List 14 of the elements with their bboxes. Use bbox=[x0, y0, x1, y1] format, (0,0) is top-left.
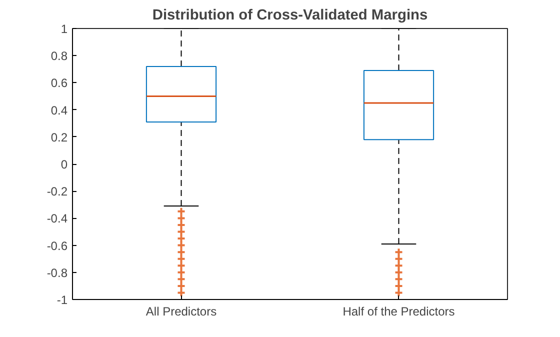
y-tick-label: -1 bbox=[56, 293, 68, 307]
y-tick-label: 1 bbox=[60, 22, 68, 36]
x-tick-label: Half of the Predictors bbox=[342, 304, 455, 318]
y-tick-label: 0.8 bbox=[50, 49, 68, 64]
y-tick-label: 0 bbox=[60, 158, 68, 172]
y-tick-label: -0.8 bbox=[46, 266, 68, 280]
y-tick-label: 0.6 bbox=[50, 76, 68, 90]
y-tick-label: -0.2 bbox=[46, 184, 68, 199]
y-tick-label: -0.6 bbox=[46, 238, 68, 253]
y-tick-label: 0.4 bbox=[50, 103, 68, 118]
chart-title: Distribution of Cross-Validated Margins bbox=[152, 8, 428, 24]
x-tick-label: All Predictors bbox=[146, 304, 217, 318]
y-tick-label: 0.2 bbox=[50, 130, 68, 144]
y-tick-label: -0.4 bbox=[46, 212, 68, 226]
